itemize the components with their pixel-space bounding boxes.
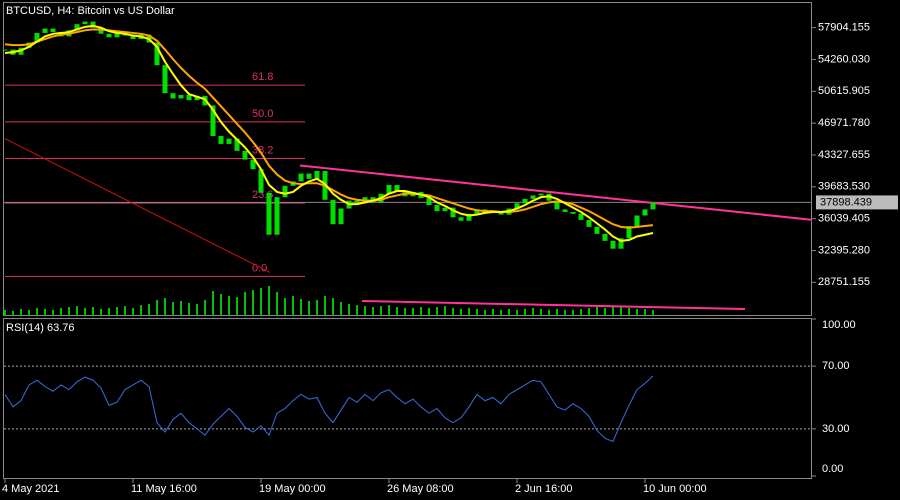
candle — [386, 184, 392, 194]
trendline — [4, 138, 271, 273]
trendline — [299, 164, 813, 221]
candle — [626, 225, 632, 239]
candle — [226, 138, 232, 144]
candle — [602, 233, 608, 241]
candle — [450, 207, 456, 218]
y-tick-label: 54260.030 — [818, 53, 870, 65]
last-price-box — [816, 195, 898, 210]
y-tick-label: 50615.905 — [818, 85, 870, 97]
rsi-tick-label: 100.00 — [822, 319, 856, 331]
candle — [98, 27, 104, 34]
candle — [442, 207, 448, 212]
y-tick-label: 36039.405 — [818, 213, 870, 225]
rsi-tick-label: 30.00 — [822, 423, 850, 435]
candle — [394, 184, 400, 192]
candle — [522, 198, 528, 204]
candle — [210, 105, 216, 137]
candle — [474, 209, 480, 214]
candle — [434, 205, 440, 212]
candle — [194, 95, 200, 101]
candle — [586, 219, 592, 227]
candle — [42, 28, 48, 33]
fib-label: 61.8 — [252, 71, 273, 83]
y-tick-label: 57904.155 — [818, 22, 870, 34]
ma-fast — [4, 24, 654, 242]
candle — [90, 21, 96, 28]
candle — [282, 185, 288, 198]
candle — [130, 35, 136, 40]
candle — [594, 226, 600, 234]
candle — [170, 93, 176, 99]
candle — [354, 200, 360, 204]
candle — [634, 215, 640, 226]
chart-title: BTCUSD, H4: Bitcoin vs US Dollar — [6, 5, 175, 17]
candle — [458, 217, 464, 221]
candle — [618, 238, 624, 249]
x-tick-label: 4 May 2021 — [2, 483, 59, 495]
candle — [554, 200, 560, 210]
rsi-line — [4, 375, 654, 443]
candle — [338, 208, 344, 225]
candle — [306, 173, 312, 179]
y-tick-label: 28751.155 — [818, 276, 870, 288]
candle — [234, 138, 240, 151]
candle — [642, 209, 648, 216]
candle — [106, 33, 112, 38]
candle — [218, 136, 224, 144]
x-tick-label: 10 Jun 00:00 — [643, 483, 707, 495]
y-tick-label: 32395.280 — [818, 244, 870, 256]
candle — [578, 213, 584, 220]
candle — [298, 173, 304, 182]
candle — [34, 32, 40, 43]
rsi-tick-label: 70.00 — [822, 360, 850, 372]
candle — [178, 94, 184, 99]
x-tick-label: 2 Jun 16:00 — [515, 483, 573, 495]
rsi-pane-border — [3, 318, 812, 479]
candle — [2, 49, 8, 51]
candle — [538, 193, 544, 196]
volume-trendline — [361, 300, 746, 310]
candle — [114, 32, 120, 38]
candle — [250, 159, 256, 170]
candle — [50, 28, 56, 33]
candle — [154, 42, 160, 66]
candle — [82, 21, 88, 25]
candle — [466, 213, 472, 221]
candle — [162, 65, 168, 94]
y-tick-label: 39683.530 — [818, 181, 870, 193]
rsi-label: RSI(14) 63.76 — [6, 322, 74, 334]
candle — [562, 209, 568, 213]
x-tick-label: 19 May 00:00 — [259, 483, 326, 495]
candle — [570, 212, 576, 214]
candle — [514, 203, 520, 209]
candle — [258, 169, 264, 193]
candle — [266, 192, 272, 235]
candle — [530, 195, 536, 199]
candle — [650, 202, 656, 210]
candle — [242, 150, 248, 160]
candle — [330, 199, 336, 225]
y-tick-label: 46971.780 — [818, 117, 870, 129]
candle — [274, 197, 280, 235]
fib-label: 50.0 — [252, 108, 273, 120]
x-tick-label: 11 May 16:00 — [131, 483, 197, 495]
candle — [426, 198, 432, 206]
rsi-tick-label: 0.00 — [822, 463, 843, 475]
last-price-label: 37898.439 — [820, 196, 872, 208]
y-tick-label: 43327.655 — [818, 149, 870, 161]
candle — [610, 240, 616, 249]
candle — [74, 24, 80, 31]
candle — [186, 94, 192, 101]
price-pane-border — [3, 2, 812, 316]
candle — [314, 170, 320, 179]
x-tick-label: 26 May 08:00 — [387, 483, 454, 495]
